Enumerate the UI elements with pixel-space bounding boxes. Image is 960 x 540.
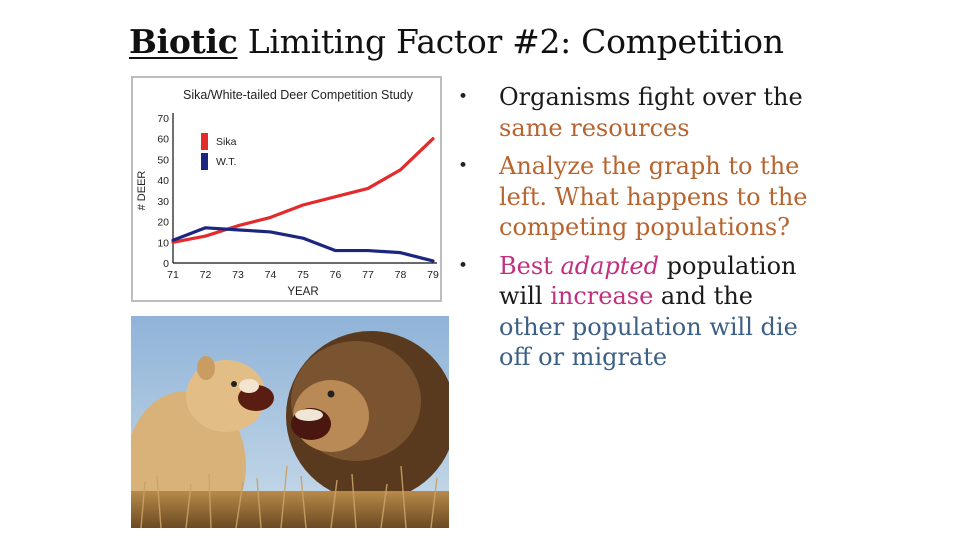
legend-swatch [201,133,208,150]
bullet-dot: • [458,255,469,276]
bullet-dot: • [458,156,469,176]
bullet-2-line-2: left. What happens to the [499,182,808,211]
y-tick-label: 50 [157,154,169,166]
y-axis-label: # DEER [136,171,148,211]
y-tick-label: 0 [163,258,169,270]
legend-swatch [201,153,208,170]
y-tick-label: 70 [157,113,169,125]
bullet-item-1: • Organisms fight over the same resource… [458,82,858,143]
bullet-3-other: other population will die [499,312,798,341]
bullet-1-line-1: Organisms fight over the [499,83,803,111]
bullet-2-line-1: Analyze the graph to the [499,152,800,180]
y-tick-label: 30 [157,196,169,208]
title-rest: Limiting Factor #2: Competition [237,22,784,61]
bullet-3-adapted: adapted [560,251,659,280]
bullet-1-line-2: same resources [499,113,690,142]
bullet-list: • Organisms fight over the same resource… [458,82,858,381]
bullet-2-line-3: competing populations? [499,213,791,241]
lions-photo-icon [131,316,449,528]
title-biotic: Biotic [129,22,238,61]
bullet-3-best: Best [499,251,561,280]
bullet-3-will: will [499,282,551,310]
bullet-3-increase: increase [550,282,654,310]
x-tick-label: 78 [395,269,407,281]
x-tick-label: 76 [330,269,342,281]
bullet-dot: • [458,87,469,107]
bullet-3-off: off or migrate [499,343,668,371]
slide-title: Biotic Limiting Factor #2: Competition [129,22,784,61]
lions-photo [131,316,449,528]
legend-label: Sika [216,136,237,148]
bullet-3-andthe: and the [653,282,753,310]
bullet-item-3: • Best adapted population will increase … [458,251,858,373]
y-tick-label: 40 [157,175,169,187]
x-axis-label: YEAR [287,286,318,298]
bullet-3-population: population [659,251,797,280]
x-tick-label: 71 [167,269,179,281]
bullet-item-2: • Analyze the graph to the left. What ha… [458,151,858,243]
x-tick-label: 75 [297,269,309,281]
y-tick-label: 10 [157,237,169,249]
chart-title: Sika/White-tailed Deer Competition Study [183,88,414,102]
y-tick-label: 20 [157,217,169,229]
x-tick-label: 77 [362,269,374,281]
legend-label: W.T. [216,156,236,168]
y-tick-label: 60 [157,134,169,146]
chart-svg: Sika/White-tailed Deer Competition Study… [136,88,439,298]
x-tick-label: 73 [232,269,244,281]
x-tick-label: 79 [427,269,439,281]
x-tick-label: 72 [200,269,212,281]
x-tick-label: 74 [265,269,277,281]
deer-competition-chart: Sika/White-tailed Deer Competition Study… [131,76,442,302]
